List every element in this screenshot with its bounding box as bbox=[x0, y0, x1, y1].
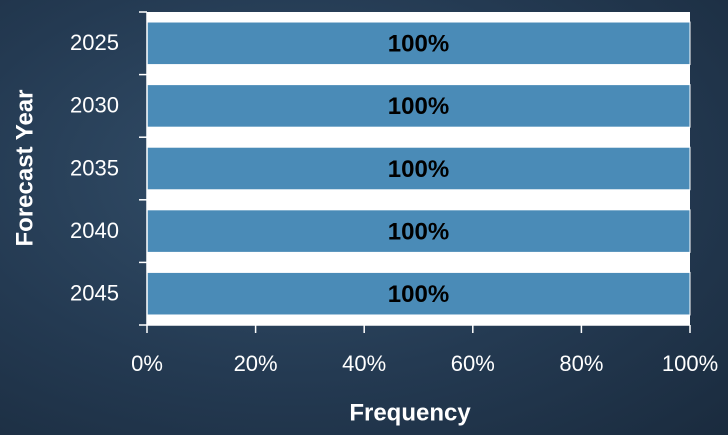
data-label: 100% bbox=[388, 93, 449, 120]
data-label: 100% bbox=[388, 31, 449, 58]
y-tick-label: 2025 bbox=[70, 30, 119, 55]
y-tick-label: 2040 bbox=[70, 218, 119, 243]
y-tick-label: 2045 bbox=[70, 281, 119, 306]
x-tick-label: 40% bbox=[342, 351, 386, 376]
data-label: 100% bbox=[388, 281, 449, 308]
x-tick-label: 0% bbox=[131, 351, 163, 376]
bar bbox=[146, 271, 691, 316]
x-axis-title: Frequency bbox=[349, 399, 471, 426]
y-tick-label: 2035 bbox=[70, 155, 119, 180]
data-label: 100% bbox=[388, 156, 449, 183]
x-tick-label: 60% bbox=[451, 351, 495, 376]
bar bbox=[146, 146, 691, 191]
bar bbox=[146, 84, 691, 128]
x-tick-label: 20% bbox=[234, 351, 278, 376]
x-tick-label: 100% bbox=[662, 351, 718, 376]
bar bbox=[146, 21, 691, 66]
y-tick-label: 2030 bbox=[70, 93, 119, 118]
x-tick-label: 80% bbox=[559, 351, 603, 376]
bar bbox=[146, 209, 691, 253]
data-label: 100% bbox=[388, 218, 449, 245]
y-axis-title: Forecast Year bbox=[11, 90, 38, 247]
